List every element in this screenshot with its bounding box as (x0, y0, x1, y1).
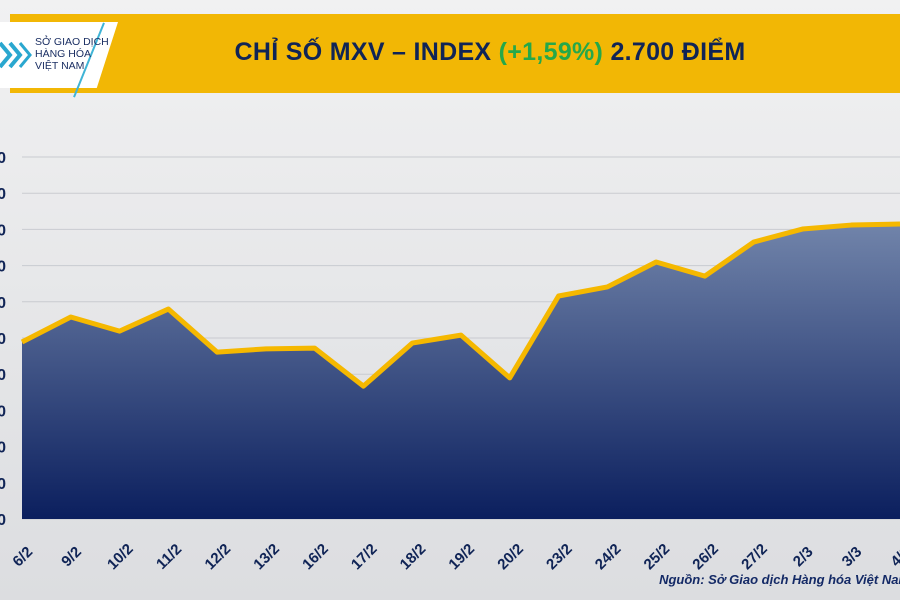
y-tick-label: 2.630 (0, 476, 6, 493)
y-tick-label: 2.700 (0, 222, 6, 239)
logo-line: SỞ GIAO DỊCH (35, 36, 109, 48)
logo-line: HÀNG HÓA (35, 48, 92, 60)
x-tick-label: 23/2 (543, 540, 576, 573)
y-tick-label: 2.660 (0, 367, 6, 384)
x-tick-label: 24/2 (592, 540, 625, 573)
x-tick-label: 11/2 (153, 541, 185, 573)
x-tick-label: 9/2 (58, 543, 85, 570)
x-tick-label: 16/2 (299, 540, 332, 573)
x-tick-label: 12/2 (202, 540, 235, 573)
title-change: (+1,59%) (498, 38, 604, 66)
y-tick-label: 2.640 (0, 440, 6, 457)
y-tick-label: 2.710 (0, 186, 6, 203)
source-note: Nguồn: Sở Giao dịch Hàng hóa Việt Nam (659, 572, 900, 587)
x-tick-label: 2/3 (790, 543, 817, 570)
area-fill (22, 223, 900, 519)
logo-chevron-icon (0, 41, 32, 69)
title-suffix: 2.700 ĐIỂM (610, 38, 746, 66)
x-tick-label: 18/2 (397, 540, 430, 573)
y-tick-label: 2.680 (0, 295, 6, 312)
logo-line: VIỆT NAM (35, 60, 85, 72)
y-tick-label: 2.670 (0, 331, 6, 348)
x-tick-label: 4/3 (887, 543, 900, 570)
title-prefix: CHỈ SỐ MXV – INDEX (234, 38, 492, 66)
chart-title: CHỈ SỐ MXV – INDEX (+1,59%) 2.700 ĐIỂM (120, 38, 860, 67)
x-tick-label: 26/2 (689, 540, 722, 573)
x-tick-label: 20/2 (494, 540, 527, 573)
x-tick-label: 3/3 (839, 543, 866, 570)
x-tick-label: 25/2 (641, 540, 674, 573)
x-tick-label: 19/2 (445, 540, 478, 573)
x-tick-label: 13/2 (250, 540, 283, 573)
y-tick-label: 2.620 (0, 512, 6, 529)
x-tick-label: 6/2 (9, 543, 36, 570)
y-tick-label: 2.650 (0, 403, 6, 420)
x-tick-label: 10/2 (104, 540, 137, 573)
y-tick-label: 2.690 (0, 259, 6, 276)
x-tick-label: 17/2 (348, 540, 381, 573)
title-banner (10, 14, 900, 93)
y-tick-label: 2.720 (0, 150, 6, 167)
logo-text: SỞ GIAO DỊCH HÀNG HÓA VIỆT NAM (35, 36, 109, 72)
x-tick-label: 27/2 (738, 540, 771, 573)
